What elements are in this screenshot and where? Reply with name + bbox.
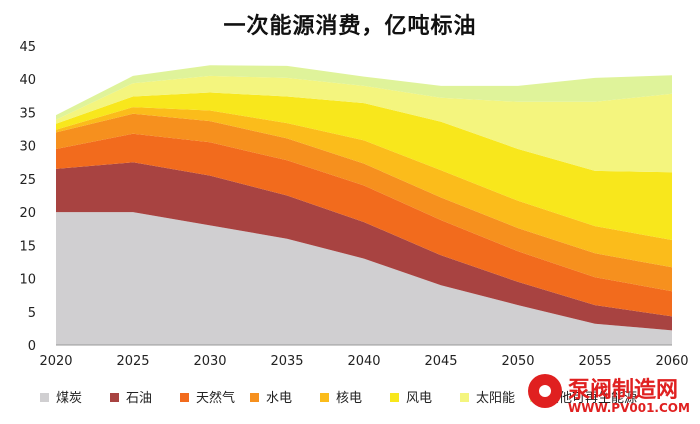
legend-label-1: 石油: [126, 391, 152, 406]
y-tick-label: 25: [19, 173, 36, 188]
area-series-4: [56, 107, 672, 268]
y-tick-label: 20: [19, 206, 36, 221]
legend-label-5: 风电: [406, 391, 432, 406]
y-tick-label: 45: [19, 40, 36, 55]
area-series-2: [56, 133, 672, 317]
x-tick-label: 2020: [39, 354, 72, 369]
y-tick-label: 5: [28, 306, 36, 321]
area-series-6: [56, 75, 672, 173]
x-tick-label: 2030: [193, 354, 226, 369]
x-tick-label: 2055: [578, 354, 611, 369]
watermark: 泵阀制造网 WWW.PV001.COM: [520, 370, 695, 422]
legend-swatch-3: [250, 393, 259, 402]
legend-label-2: 天然气: [196, 390, 235, 406]
legend-label-7: 其他可再生能源: [546, 391, 637, 406]
area-series-1: [56, 162, 672, 331]
y-tick-label: 10: [19, 273, 36, 288]
legend-swatch-4: [320, 393, 329, 402]
legend-swatch-1: [110, 393, 119, 402]
y-tick-label: 40: [19, 73, 36, 88]
legend-swatch-2: [180, 393, 189, 402]
x-tick-label: 2045: [424, 354, 457, 369]
y-tick-label: 15: [19, 239, 36, 254]
legend-label-0: 煤炭: [56, 391, 82, 406]
legend-swatch-6: [460, 393, 469, 402]
legend-swatch-5: [390, 393, 399, 402]
x-tick-labels: 2020 2025 2030 2035 2040 2045 2050 2055 2060: [39, 354, 688, 369]
area-series-0: [56, 212, 672, 345]
watermark-name: 泵阀制造网: [568, 378, 679, 403]
watermark-logo-dot: [539, 385, 551, 397]
watermark-url: WWW.PV001.COM: [568, 401, 690, 415]
y-tick-label: 30: [19, 140, 36, 155]
legend-label-3: 水电: [266, 391, 292, 406]
chart-title: 一次能源消费，亿吨标油: [223, 14, 477, 39]
y-tick-labels: 0 5 10 15 20 25 30 35 40 45: [19, 40, 36, 354]
area-series-7: [56, 65, 672, 120]
legend-label-4: 核电: [336, 391, 362, 406]
area-layers: [56, 65, 672, 345]
area-series-3: [56, 113, 672, 292]
y-tick-label: 35: [19, 106, 36, 121]
legend-swatch-0: [40, 393, 49, 402]
legend-label-6: 太阳能: [476, 391, 515, 406]
x-tick-label: 2060: [655, 354, 688, 369]
y-tick-label: 0: [28, 339, 36, 354]
legend: 煤炭 石油 天然气 水电 核电 风电 太阳能 其他可再生能源: [40, 390, 637, 406]
x-tick-label: 2025: [116, 354, 149, 369]
x-tick-label: 2040: [347, 354, 380, 369]
area-series-5: [56, 92, 672, 240]
x-tick-label: 2050: [501, 354, 534, 369]
x-tick-label: 2035: [270, 354, 303, 369]
